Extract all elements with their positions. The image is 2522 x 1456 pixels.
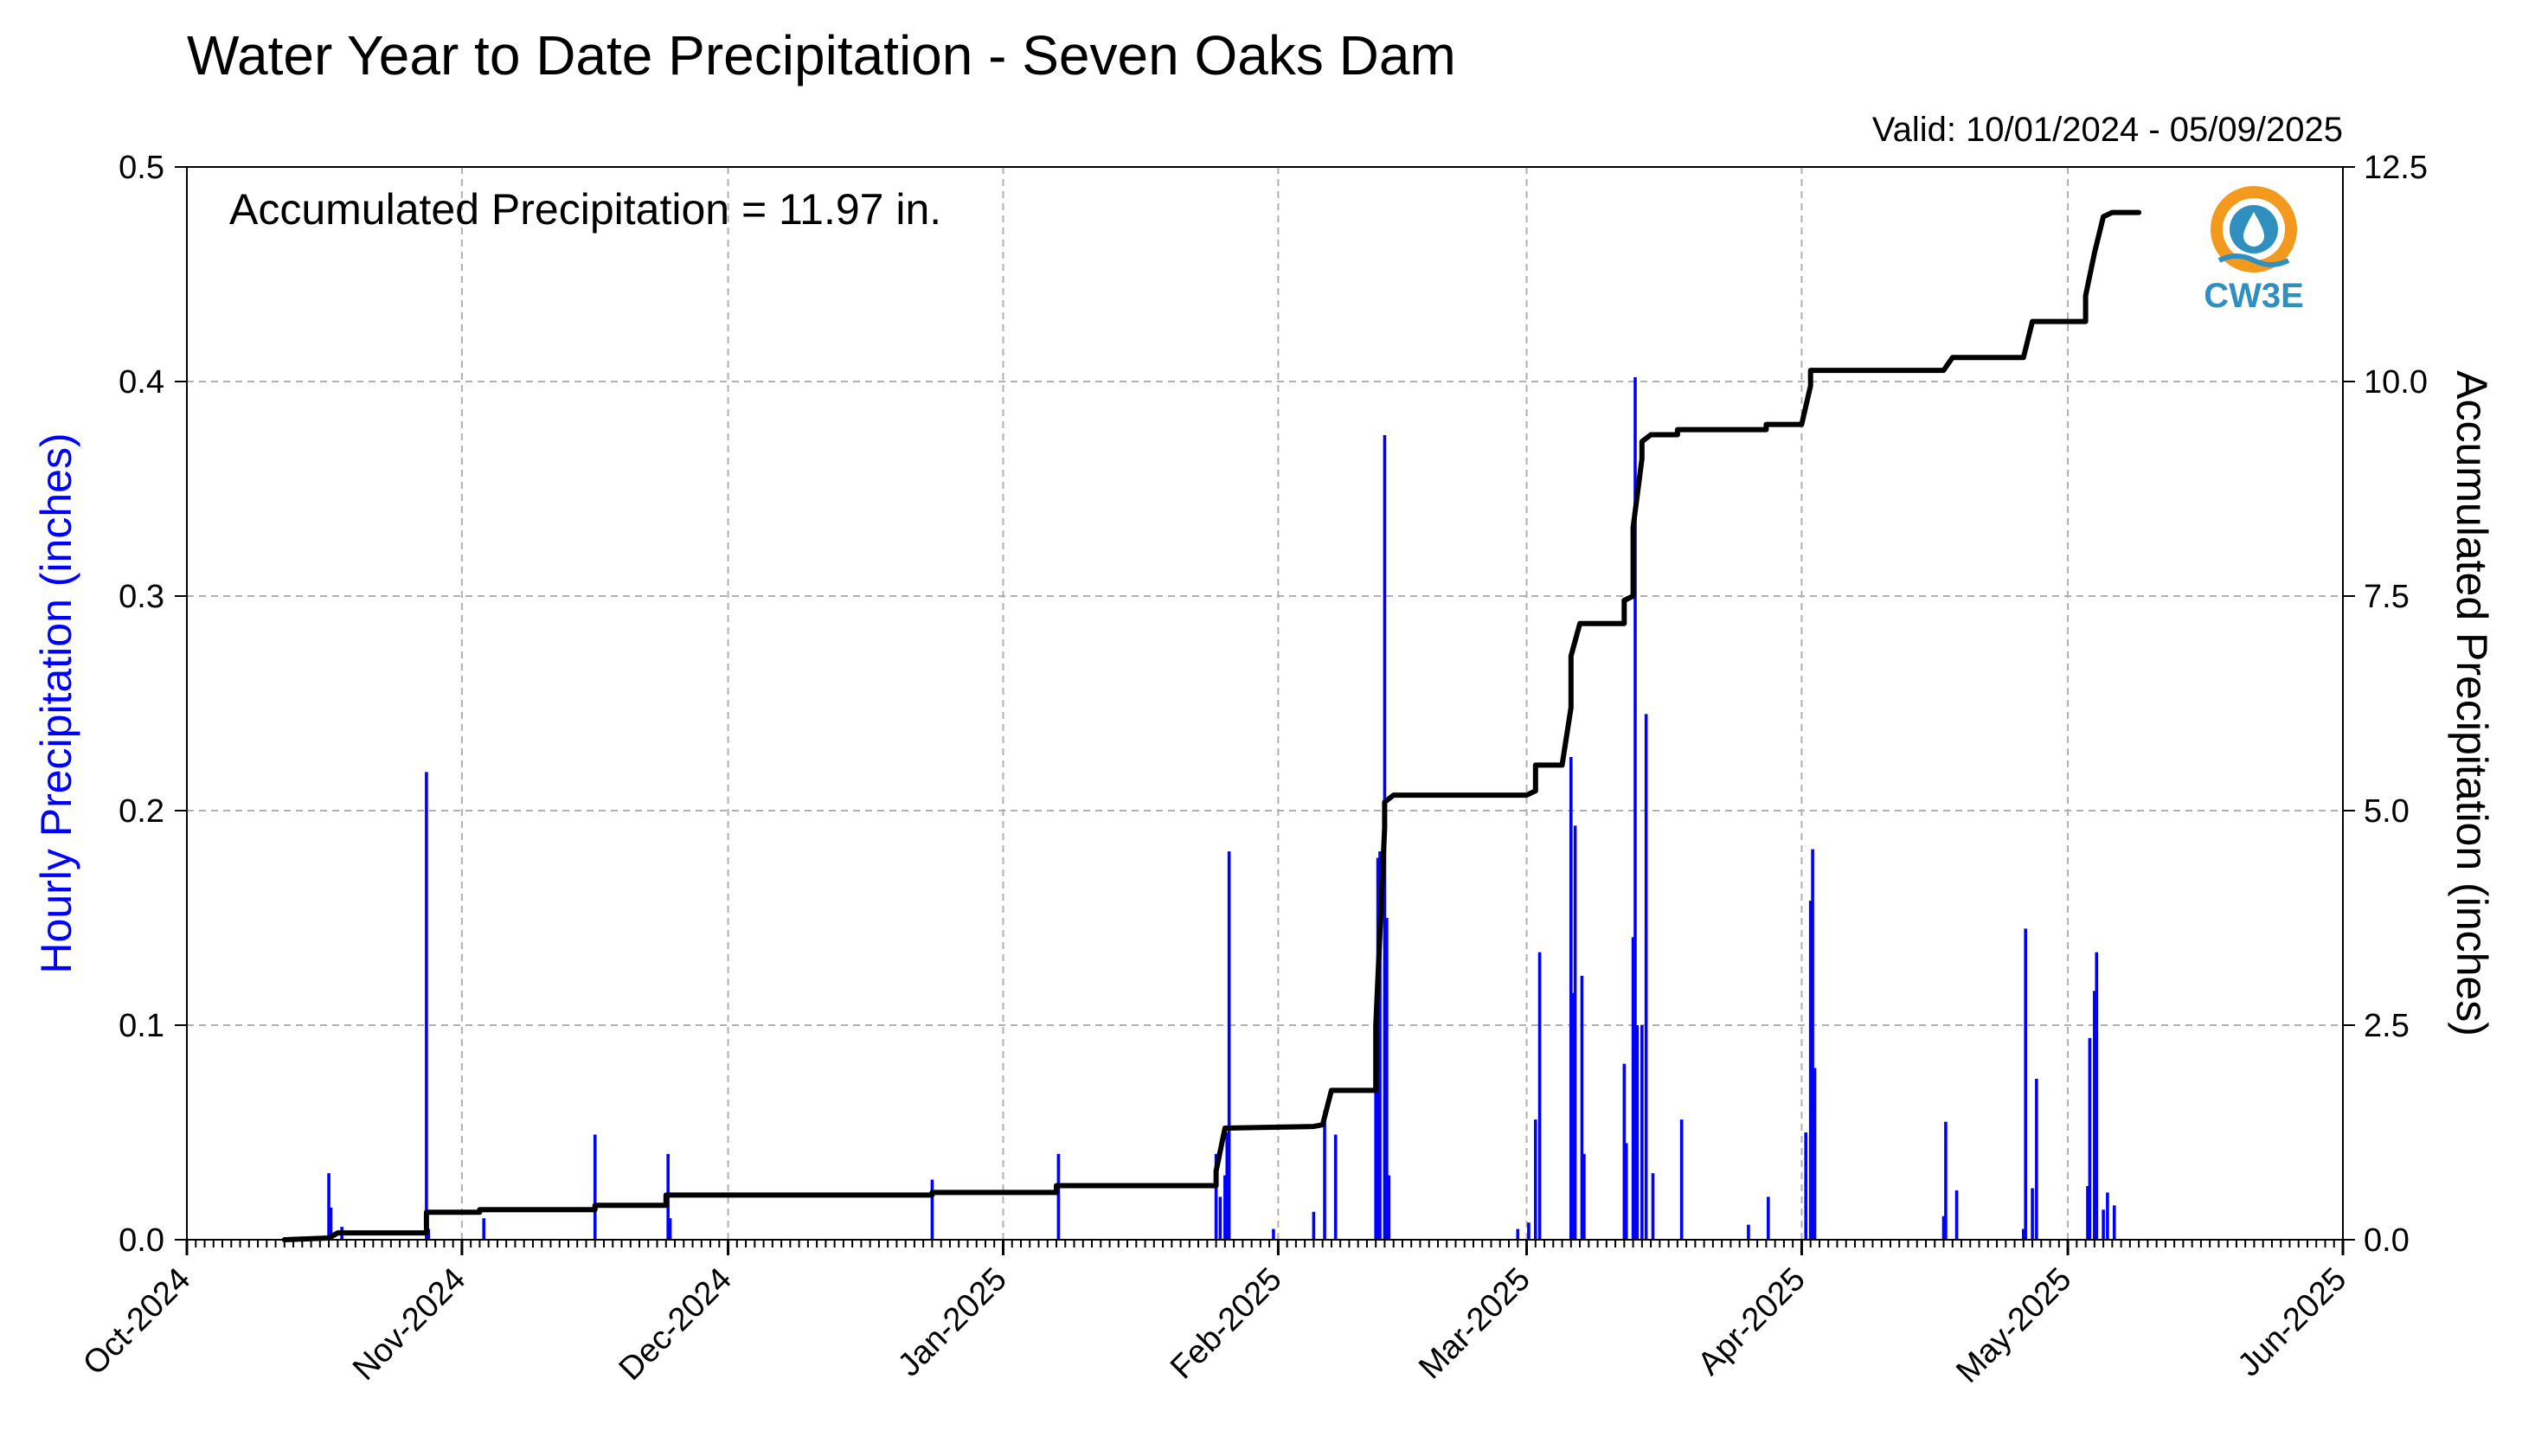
hourly-bar	[1808, 901, 1813, 1240]
hourly-bar	[2024, 928, 2028, 1240]
hourly-bar	[1635, 1025, 1640, 1240]
hourly-bar	[1644, 714, 1648, 1240]
hourly-bar	[329, 1207, 333, 1240]
hourly-bar	[1747, 1224, 1750, 1240]
hourly-bar	[2031, 1188, 2034, 1240]
y-tick-label-right: 10.0	[2364, 364, 2428, 401]
hourly-bar	[1651, 1173, 1655, 1240]
accumulated-line	[281, 209, 2142, 1242]
hourly-bar	[1323, 1111, 1326, 1240]
y-tick-label-left: 0.2	[119, 793, 164, 830]
hourly-bar	[1533, 1119, 1537, 1240]
y-tick-label-left: 0.1	[119, 1008, 164, 1044]
hourly-bar	[1225, 1132, 1229, 1240]
hourly-bar	[2093, 991, 2096, 1240]
hourly-bar	[1811, 849, 1814, 1240]
accumulated-annotation: Accumulated Precipitation = 11.97 in.	[229, 185, 941, 234]
accumulated-line-layer	[281, 209, 2142, 1242]
hourly-bar	[1580, 975, 1584, 1240]
hourly-bar	[2088, 1037, 2092, 1240]
y-axis-left-label: Hourly Precipitation (inches)	[32, 433, 80, 973]
hourly-bar	[668, 1218, 672, 1240]
plot-frame	[186, 166, 2344, 1241]
hourly-bar	[1387, 1175, 1391, 1240]
hourly-bar	[2022, 1228, 2025, 1240]
hourly-bar	[2035, 1079, 2038, 1240]
hourly-bar	[1573, 825, 1577, 1240]
hourly-bar	[1954, 1190, 1959, 1240]
y-tick-label-left: 0.0	[119, 1222, 164, 1259]
hourly-bar	[1214, 1153, 1218, 1240]
hourly-bar	[1333, 1134, 1338, 1240]
hourly-bar	[1218, 1196, 1222, 1240]
y-tick-label-right: 0.0	[2364, 1222, 2410, 1259]
hourly-bar	[1582, 1153, 1586, 1240]
hourly-bar	[1272, 1228, 1275, 1240]
hourly-bar	[1378, 851, 1382, 1240]
hourly-bar	[1941, 1215, 1946, 1240]
hourly-bar	[1227, 851, 1231, 1240]
wave-icon	[2217, 253, 2290, 267]
y-tick-label-left: 0.4	[119, 364, 164, 401]
hourly-bar	[1374, 1025, 1377, 1240]
hourly-bar	[1569, 757, 1573, 1240]
hourly-bar	[482, 1218, 486, 1240]
hourly-bar	[1056, 1153, 1061, 1240]
water-drop-icon	[2243, 212, 2264, 247]
hourly-bar	[1312, 1211, 1316, 1240]
hourly-bar	[1679, 1119, 1684, 1240]
hourly-bar	[2095, 952, 2099, 1240]
hourly-bar	[1527, 1222, 1531, 1240]
hourly-bar	[1640, 1025, 1644, 1240]
hourly-bar	[1537, 952, 1542, 1240]
hourly-bar	[930, 1179, 934, 1240]
cw3e-logo: CW3E	[2204, 186, 2304, 315]
y-tick-label-right: 12.5	[2364, 150, 2428, 186]
hourly-bar	[1571, 992, 1575, 1240]
hourly-bar	[1633, 377, 1637, 1240]
y-tick-label-right: 7.5	[2364, 579, 2410, 615]
hourly-bar	[1622, 1063, 1627, 1240]
y-tick-label-left: 0.5	[119, 150, 164, 186]
hourly-bar	[1624, 1143, 1628, 1240]
hourly-bar	[1631, 937, 1635, 1240]
valid-range: Valid: 10/01/2024 - 05/09/2025	[1872, 111, 2343, 149]
hourly-bar	[327, 1173, 330, 1240]
y-axis-right-label: Accumulated Precipitation (inches)	[2448, 370, 2496, 1036]
logo-text: CW3E	[2204, 277, 2304, 315]
y-tick-label-right: 5.0	[2364, 793, 2410, 830]
hourly-bar	[425, 772, 428, 1240]
hourly-bar	[2112, 1205, 2116, 1240]
hourly-bar	[2106, 1192, 2109, 1240]
hourly-bar	[1813, 1068, 1817, 1240]
hourly-bar	[2102, 1209, 2105, 1240]
hourly-bar	[1767, 1196, 1770, 1240]
hourly-bar	[1804, 1132, 1808, 1240]
hourly-bar	[593, 1134, 597, 1240]
hourly-bar	[1516, 1228, 1520, 1240]
hourly-bar	[1223, 1175, 1227, 1240]
hourly-bar	[1225, 1201, 1229, 1240]
y-tick-label-right: 2.5	[2364, 1008, 2410, 1044]
grid-lines	[187, 167, 2343, 1240]
hourly-bar	[1944, 1121, 1948, 1240]
hourly-bar	[2086, 1186, 2089, 1240]
y-tick-label-left: 0.3	[119, 579, 164, 615]
chart-title: Water Year to Date Precipitation - Seven…	[187, 24, 1456, 87]
hourly-bar	[1385, 918, 1389, 1240]
